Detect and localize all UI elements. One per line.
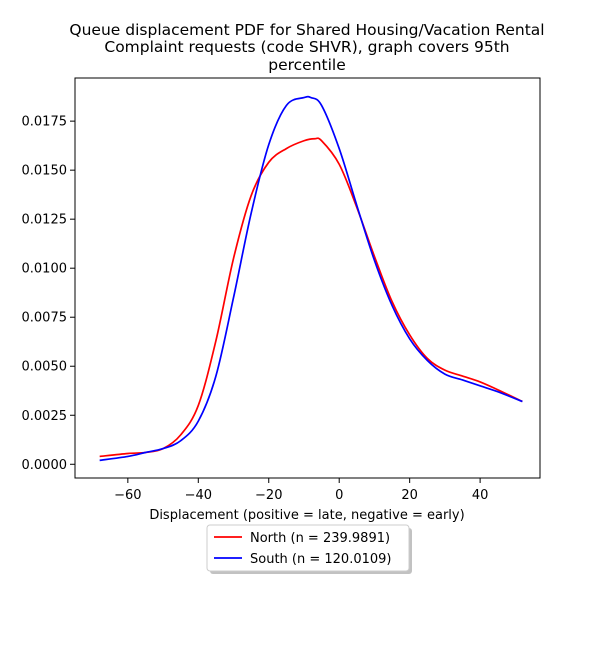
legend-label-north: North (n = 239.9891) — [250, 531, 390, 546]
y-tick-label: 0.0125 — [22, 213, 68, 228]
x-axis-label: Displacement (positive = late, negative … — [149, 508, 464, 523]
y-tick-label: 0.0000 — [22, 458, 68, 473]
chart-title: Queue displacement PDF for Shared Housin… — [69, 21, 544, 74]
x-axis-ticks: −60 −40 −20 0 20 40 — [114, 478, 488, 503]
legend-label-south: South (n = 120.0109) — [250, 552, 391, 567]
y-axis-ticks: 0.0000 0.0025 0.0050 0.0075 0.0100 0.0125 0.01… — [22, 115, 75, 473]
legend-box — [206, 524, 410, 572]
y-tick-label: 0.0075 — [22, 311, 68, 326]
series-line-south — [99, 95, 523, 462]
y-tick-label: 0.0025 — [22, 409, 68, 424]
y-tick-label: 0.0175 — [22, 115, 68, 130]
series-line-north — [99, 137, 523, 458]
y-tick-label: 0.0100 — [22, 262, 68, 277]
x-tick-label: −20 — [255, 488, 282, 503]
plot-frame — [74, 77, 541, 479]
x-tick-label: 40 — [472, 488, 489, 503]
x-tick-label: 0 — [335, 488, 343, 503]
series-lines — [99, 95, 523, 462]
x-tick-label: 20 — [401, 488, 418, 503]
chart-title-line-1: Queue displacement PDF for Shared Housin… — [69, 21, 544, 39]
chart-title-line-3: percentile — [268, 56, 346, 74]
x-tick-label: −60 — [114, 488, 141, 503]
y-tick-label: 0.0150 — [22, 164, 68, 179]
x-tick-label: −40 — [185, 488, 212, 503]
legend: North (n = 239.9891) South (n = 120.0109… — [206, 524, 412, 574]
y-tick-label: 0.0050 — [22, 360, 68, 375]
chart-title-line-2: Complaint requests (code SHVR), graph co… — [104, 38, 509, 56]
